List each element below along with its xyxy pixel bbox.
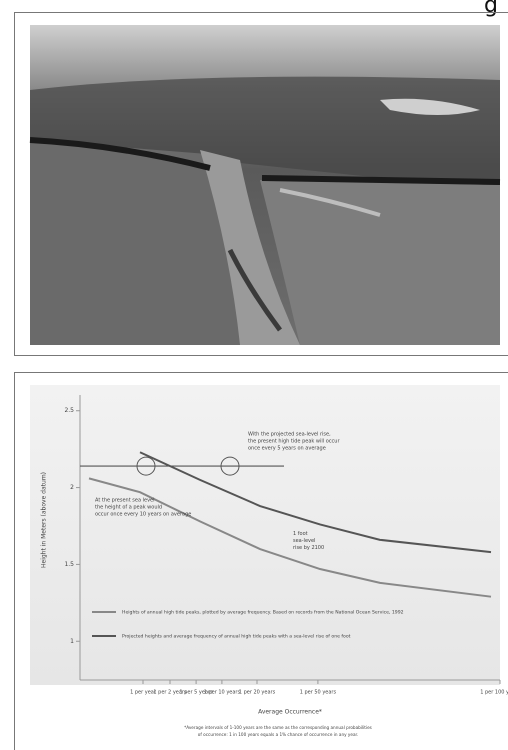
annotation: sea-level [293, 538, 315, 544]
annotation: once every 5 years on average [248, 445, 326, 451]
x-tick-label: 1 per year [130, 690, 157, 696]
x-tick-label: 1 per 2 years [153, 690, 187, 696]
legend-label: Heights of annual high tide peaks, plott… [122, 610, 404, 616]
footnote: *Average intervals of 1-100 years are th… [184, 725, 372, 730]
footnote: of occurrence: 1 in 100 years equals a 1… [198, 732, 358, 737]
photo-frame [14, 12, 508, 356]
photo [29, 25, 501, 345]
y-tick-label: 1.5 [64, 561, 74, 568]
series-line [88, 477, 492, 598]
x-tick-label: 1 per 10 years [204, 690, 241, 696]
annotation: rise by 2100 [293, 545, 324, 551]
highlight-circle [220, 456, 240, 476]
x-tick-label: 1 per 5 years [179, 690, 213, 696]
annotation: 1 foot [293, 531, 308, 537]
chart-frame [14, 372, 508, 750]
x-tick-label: 1 per 100 years [480, 690, 508, 696]
highlight-circle [136, 456, 156, 476]
y-tick-label: 2 [70, 484, 74, 491]
annotation: the height of a peak would [95, 504, 162, 510]
x-tick-label: 1 per 20 years [239, 690, 276, 696]
annotation: At the present sea level [95, 497, 155, 503]
y-tick-label: 2.5 [64, 407, 74, 414]
series-line [139, 451, 492, 554]
x-tick-label: 1 per 50 years [300, 690, 337, 696]
y-axis-label: Height in Meters (above datum) [41, 472, 48, 568]
y-tick-label: 1 [70, 638, 74, 645]
annotation: the present high tide peak will occur [248, 438, 340, 444]
annotation: occur once every 10 years on average [95, 511, 191, 517]
x-axis-label: Average Occurrence* [258, 709, 322, 716]
annotation: With the projected sea-level rise, [248, 431, 331, 437]
chart-background [30, 385, 500, 685]
header-fragment: g [484, 0, 498, 18]
legend-label: Projected heights and average frequency … [122, 634, 351, 640]
